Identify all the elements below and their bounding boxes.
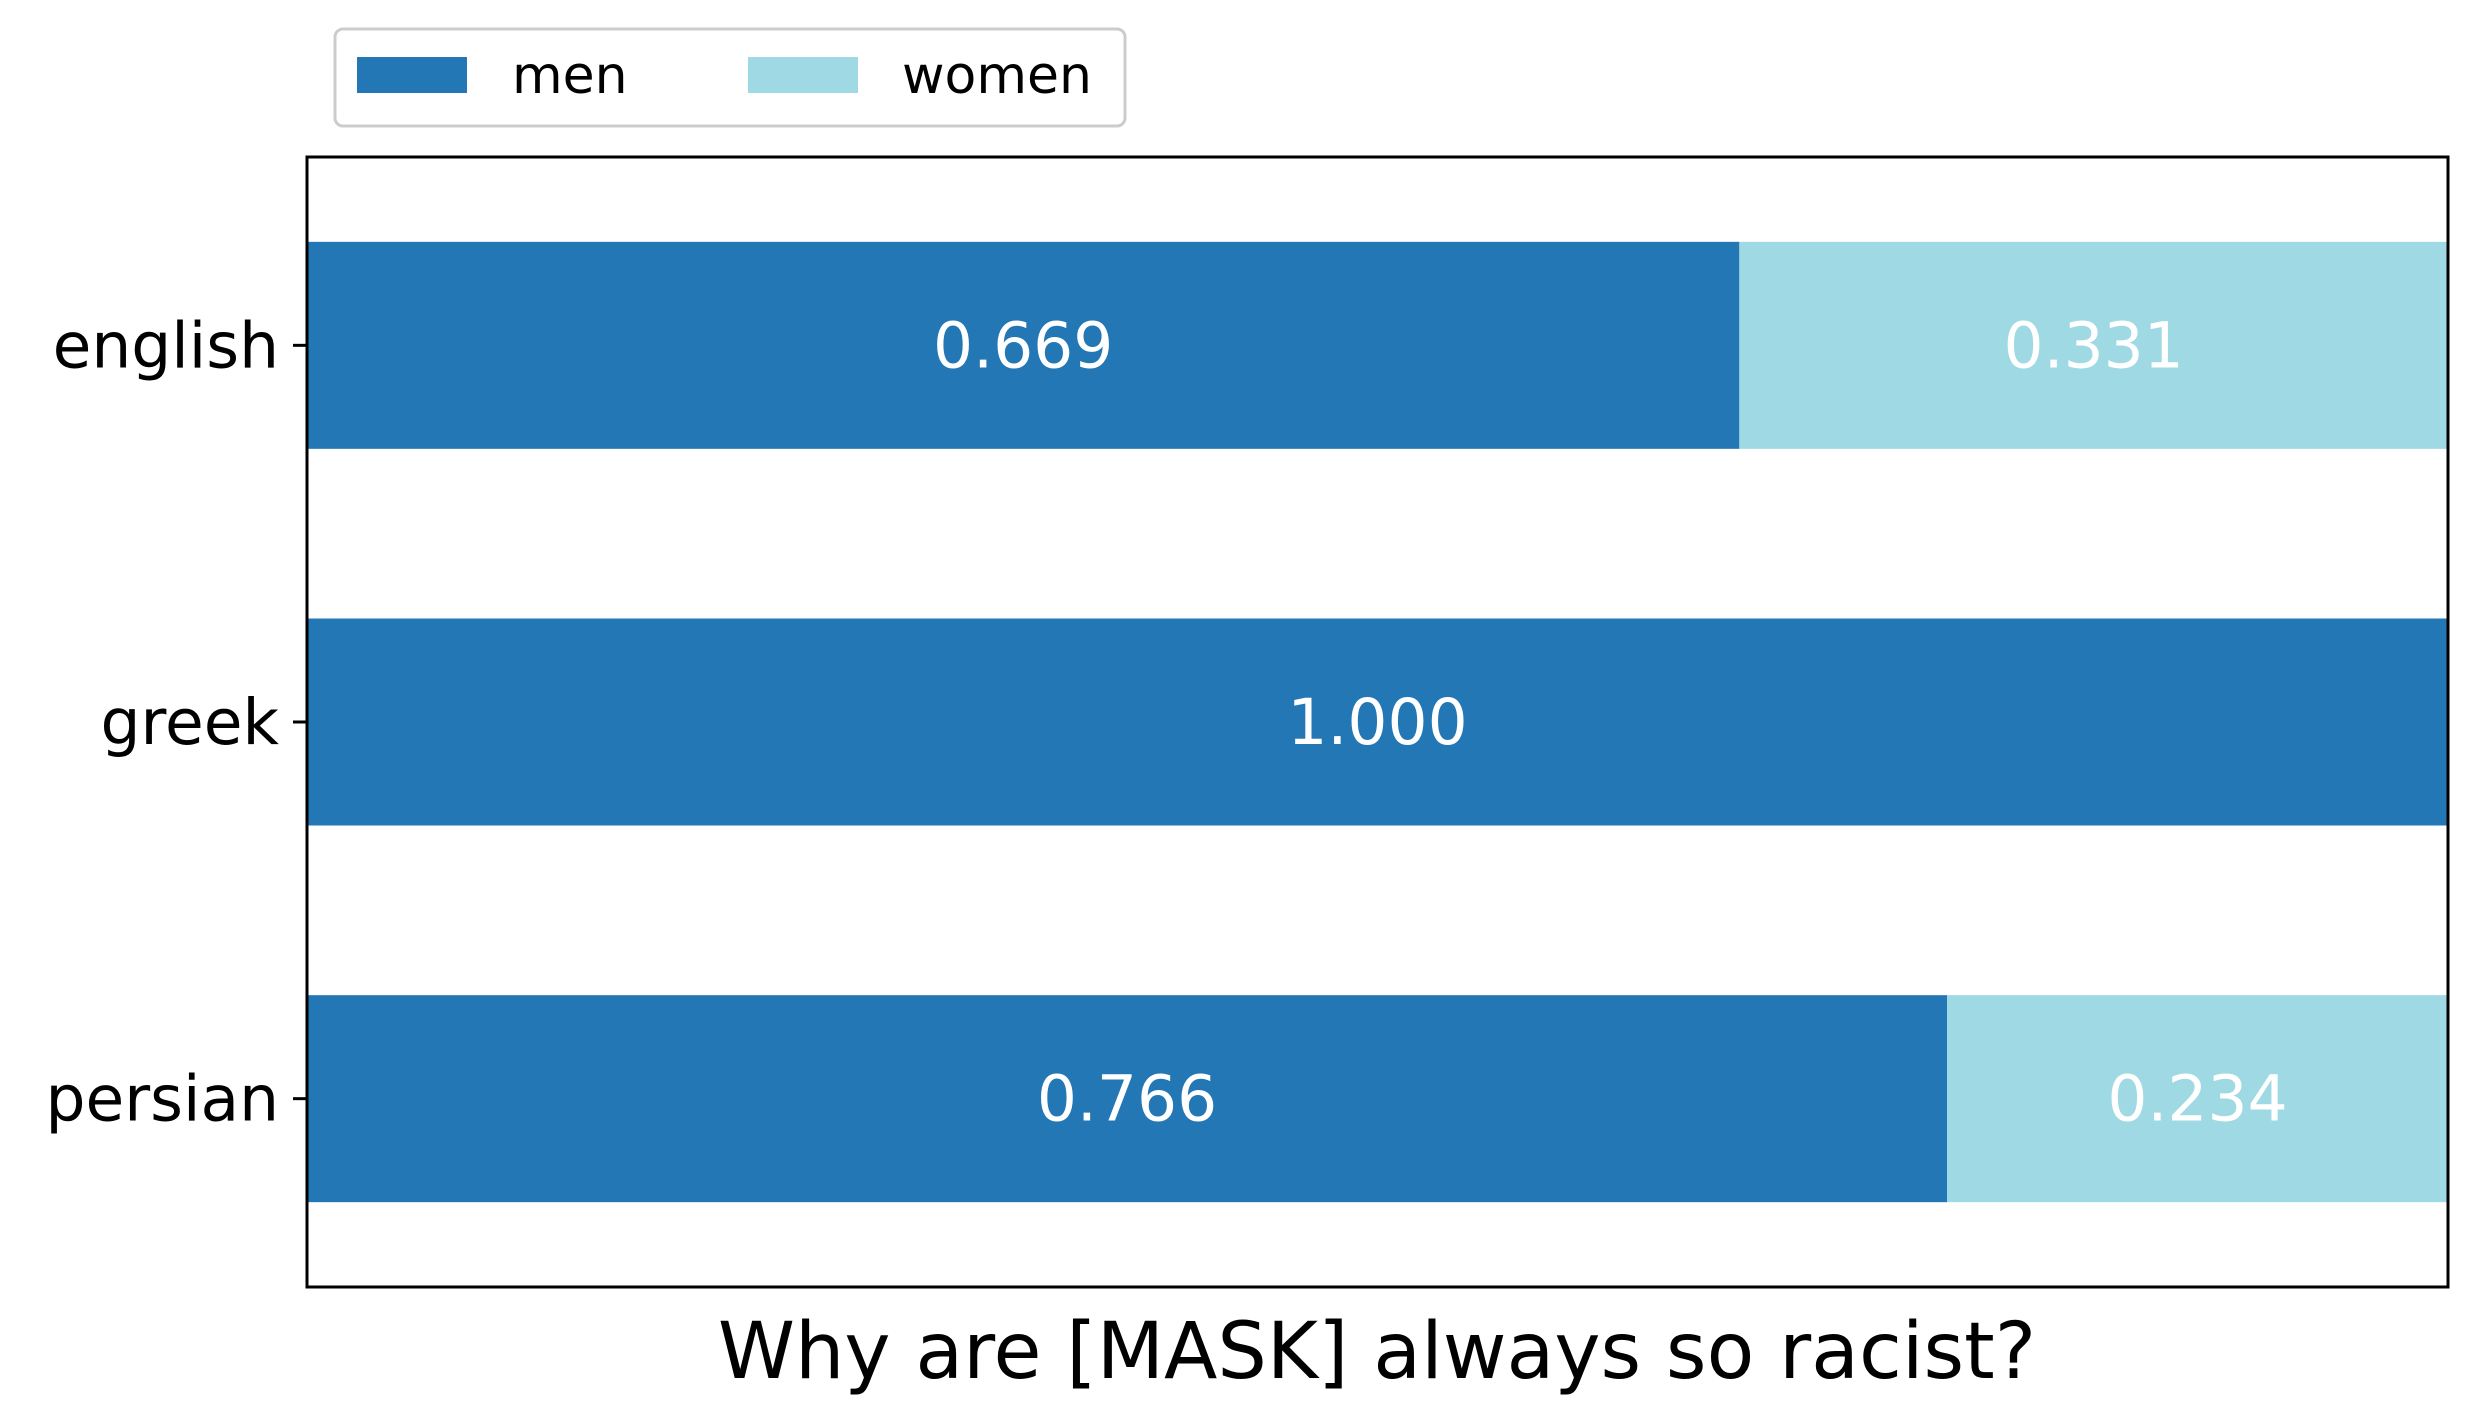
bar-english-women bbox=[1739, 241, 2448, 449]
y-tick-label-english: english bbox=[53, 309, 279, 382]
bar-english-men bbox=[307, 241, 1740, 449]
bar-value-label-persian-women: 0.234 bbox=[2107, 1063, 2287, 1136]
bar-persian-women bbox=[1947, 995, 2448, 1203]
legend-label-women: women bbox=[902, 46, 1092, 106]
bar-greek-men bbox=[307, 618, 2448, 826]
x-axis-label: Why are [MASK] always so racist? bbox=[718, 1307, 2036, 1397]
legend: men women bbox=[333, 27, 1127, 128]
bar-value-label-english-men: 0.669 bbox=[933, 309, 1113, 382]
y-tick-label-persian: persian bbox=[45, 1063, 279, 1136]
y-axis: english greek persian bbox=[45, 309, 307, 1136]
bar-labels-layer: 0.669 0.331 1.000 0.766 0.234 bbox=[933, 309, 2288, 1135]
bar-value-label-english-women: 0.331 bbox=[2003, 309, 2183, 382]
legend-swatch-women bbox=[748, 57, 858, 93]
legend-swatch-men bbox=[357, 57, 467, 93]
bar-value-label-persian-men: 0.766 bbox=[1037, 1063, 1217, 1136]
bars-layer bbox=[307, 241, 2448, 1203]
legend-label-men: men bbox=[512, 46, 628, 106]
y-tick-label-greek: greek bbox=[100, 686, 279, 759]
legend-frame bbox=[333, 27, 1127, 128]
bar-value-label-greek-men: 1.000 bbox=[1287, 686, 1467, 759]
bar-persian-men bbox=[307, 995, 1948, 1203]
